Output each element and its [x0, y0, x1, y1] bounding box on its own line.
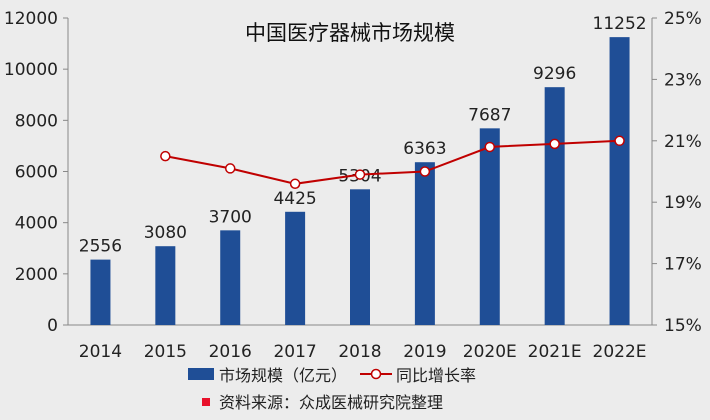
growth-point	[354, 169, 366, 180]
x-tick-label: 2016	[209, 342, 252, 362]
x-tick-label: 2018	[338, 342, 381, 362]
bar	[544, 87, 565, 325]
bar	[609, 37, 630, 326]
legend-bar-swatch	[188, 368, 214, 380]
x-axis-ticks: 2014 2015 2016 2017 2018 2019 2020E 2021E 2022E	[79, 342, 647, 362]
growth-point	[419, 166, 431, 177]
right-tick-label: 17%	[664, 255, 702, 275]
right-tick-label: 15%	[664, 316, 702, 336]
left-tick-label: 2000	[15, 265, 58, 285]
bar	[285, 211, 306, 325]
legend: 市场规模（亿元） 同比增长率	[188, 366, 476, 385]
bar-series	[90, 37, 630, 326]
bar	[479, 128, 500, 325]
left-axis-ticks: 0 2000 4000 6000 8000 10000 12000	[4, 9, 68, 336]
left-tick-label: 6000	[15, 163, 58, 183]
bar-value-label: 3080	[144, 223, 187, 243]
left-tick-label: 10000	[4, 60, 58, 80]
source-text: 资料来源：众成医械研究院整理	[219, 393, 443, 412]
legend-line-marker	[370, 368, 382, 380]
left-tick-label: 12000	[4, 9, 58, 29]
source-note: 资料来源：众成医械研究院整理	[202, 393, 443, 412]
growth-line-series	[160, 135, 625, 190]
x-tick-label: 2021E	[528, 342, 582, 362]
right-tick-label: 21%	[664, 132, 702, 152]
left-tick-label: 8000	[15, 111, 58, 131]
bar	[350, 189, 370, 325]
growth-point	[484, 141, 496, 153]
x-tick-label: 2020E	[463, 342, 517, 362]
right-tick-label: 25%	[664, 9, 702, 29]
bar-value-label: 6363	[403, 139, 446, 159]
x-tick-label: 2014	[79, 342, 122, 362]
right-axis-ticks: 15% 17% 19% 21% 23% 25%	[652, 9, 702, 336]
growth-point	[160, 150, 171, 162]
bar	[90, 259, 111, 325]
left-tick-label: 0	[47, 316, 58, 336]
x-tick-label: 2019	[403, 342, 446, 362]
growth-line-path	[165, 139, 620, 185]
x-tick-label: 2017	[273, 342, 316, 362]
source-marker	[202, 398, 210, 406]
left-tick-label: 4000	[15, 214, 58, 234]
bar-value-label: 4425	[273, 189, 316, 209]
right-tick-label: 19%	[664, 193, 702, 213]
bar-value-label: 11252	[593, 14, 647, 34]
chart-title: 中国医疗器械市场规模	[245, 21, 455, 45]
bar-value-label: 2556	[79, 237, 122, 257]
x-tick-label: 2015	[144, 342, 187, 362]
bar	[414, 162, 435, 325]
bar-value-label: 3700	[209, 207, 252, 227]
growth-point	[549, 138, 560, 150]
growth-point	[289, 178, 301, 190]
bar-value-label: 7687	[468, 105, 511, 125]
bar	[155, 246, 176, 325]
legend-bar-label: 市场规模（亿元）	[219, 366, 347, 385]
growth-point	[614, 135, 625, 147]
bar-value-label: 9296	[533, 64, 576, 84]
right-tick-label: 23%	[664, 70, 702, 90]
growth-point	[224, 163, 236, 174]
legend-line-label: 同比增长率	[396, 366, 476, 385]
bar	[220, 230, 241, 325]
x-tick-label: 2022E	[593, 342, 647, 362]
